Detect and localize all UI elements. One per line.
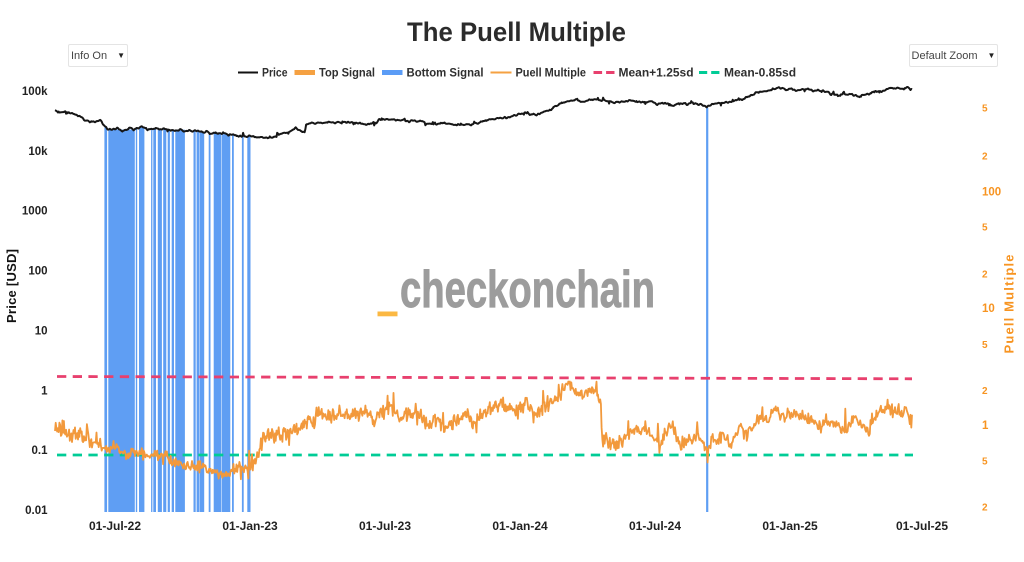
svg-text:1: 1	[41, 385, 48, 397]
svg-text:Price [USD]: Price [USD]	[4, 249, 19, 323]
svg-text:Mean-0.85sd: Mean-0.85sd	[724, 66, 796, 80]
svg-text:10: 10	[35, 325, 48, 337]
svg-text:2: 2	[982, 386, 988, 397]
svg-text:5: 5	[982, 340, 988, 351]
svg-text:5: 5	[982, 104, 988, 115]
svg-text:2: 2	[982, 503, 988, 514]
svg-text:01-Jan-25: 01-Jan-25	[762, 519, 818, 533]
svg-text:5: 5	[982, 223, 988, 234]
svg-text:Puell Multiple: Puell Multiple	[1002, 255, 1017, 354]
svg-text:Puell Multiple: Puell Multiple	[516, 66, 587, 80]
svg-text:checkonchain: checkonchain	[400, 261, 655, 319]
svg-text:100k: 100k	[22, 86, 48, 98]
svg-text:1000: 1000	[22, 206, 48, 218]
svg-text:10k: 10k	[28, 146, 48, 158]
svg-text:01-Jan-23: 01-Jan-23	[222, 519, 278, 533]
svg-text:100: 100	[982, 187, 1001, 199]
svg-text:2: 2	[982, 152, 988, 163]
svg-text:5: 5	[982, 457, 988, 468]
svg-text:The Puell Multiple: The Puell Multiple	[407, 17, 626, 47]
svg-text:Price: Price	[262, 66, 288, 80]
svg-text:10: 10	[982, 303, 995, 315]
svg-text:0.01: 0.01	[25, 505, 48, 517]
svg-text:01-Jan-24: 01-Jan-24	[492, 519, 548, 533]
svg-text:01-Jul-24: 01-Jul-24	[629, 519, 681, 533]
svg-text:100: 100	[28, 266, 47, 278]
svg-text:1: 1	[982, 420, 989, 432]
svg-text:Mean+1.25sd: Mean+1.25sd	[619, 66, 694, 80]
svg-text:01-Jul-23: 01-Jul-23	[359, 519, 411, 533]
svg-text:2: 2	[982, 270, 988, 281]
svg-text:01-Jul-22: 01-Jul-22	[89, 519, 141, 533]
svg-text:01-Jul-25: 01-Jul-25	[896, 519, 948, 533]
svg-text:0.1: 0.1	[32, 445, 49, 457]
svg-text:Top Signal: Top Signal	[319, 66, 375, 80]
svg-text:Bottom Signal: Bottom Signal	[407, 66, 484, 80]
